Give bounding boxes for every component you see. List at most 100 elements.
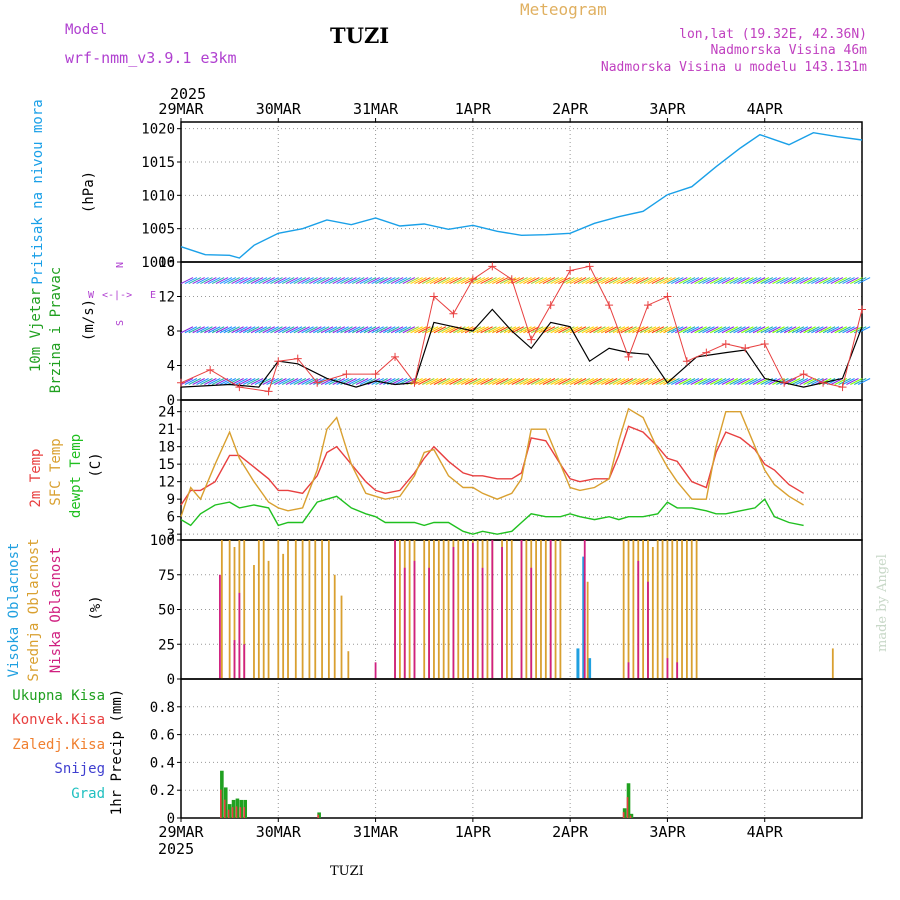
- wind-barb: [538, 377, 552, 385]
- wind-barb: [534, 326, 548, 334]
- wind-barb: [760, 277, 774, 285]
- x-tick-label-top: 30MAR: [256, 100, 302, 118]
- wind-barb: [445, 277, 458, 285]
- wind-barb: [499, 377, 513, 385]
- wind-barb: [643, 277, 657, 285]
- wind-barb: [546, 277, 560, 285]
- wind-barb: [223, 326, 237, 334]
- wind-barb: [285, 277, 299, 285]
- wind-barb: [418, 326, 431, 334]
- wind-barb: [787, 377, 801, 385]
- wind-barb: [281, 277, 295, 285]
- wind-barb: [686, 377, 700, 385]
- x-tick-label-bottom: 1APR: [455, 823, 492, 841]
- wind-barb: [390, 277, 404, 285]
- wind-barb: [795, 377, 809, 385]
- temp-ytick-label: 12: [158, 475, 175, 491]
- wind-barb: [515, 277, 528, 285]
- wind-barb: [628, 277, 641, 285]
- wind-barb: [655, 326, 669, 334]
- temp-line-1: [180, 407, 804, 517]
- precip-legend-4: Grad: [71, 786, 105, 802]
- wind-gust-marker: [566, 266, 575, 275]
- wind-barb: [830, 326, 844, 334]
- wind-barb: [647, 377, 661, 385]
- temp-line-2: [180, 495, 804, 535]
- wind-barb: [527, 377, 540, 385]
- wind-barb: [694, 326, 707, 334]
- wind-gust-marker: [235, 383, 244, 392]
- wind-barb: [200, 377, 213, 385]
- wind-barb: [390, 326, 404, 334]
- wind-barb: [760, 326, 774, 334]
- wind-barb: [752, 277, 766, 285]
- wind-barb: [422, 277, 435, 285]
- wind-barb: [663, 326, 676, 334]
- wind-barb: [643, 377, 657, 385]
- wind-barb: [822, 277, 836, 285]
- precip-bar: [629, 813, 634, 818]
- wind-barb: [729, 277, 742, 285]
- compass-s: S: [115, 320, 126, 326]
- wind-barb: [418, 377, 431, 385]
- cloud-ylabel-3: Niska Oblacnost: [48, 547, 64, 673]
- wind-barb: [507, 326, 521, 334]
- wind-barb: [795, 277, 809, 285]
- wind-barb: [215, 277, 229, 285]
- wind-gust-marker: [663, 292, 672, 301]
- wind-gust-marker: [527, 335, 536, 344]
- wind-barb: [550, 377, 563, 385]
- wind-barb: [733, 377, 746, 385]
- wind-barb: [706, 326, 719, 334]
- wind-barb: [815, 326, 828, 334]
- wind-barb: [246, 277, 260, 285]
- wind-barb: [585, 377, 598, 385]
- wind-barb: [316, 277, 330, 285]
- wind-barb: [550, 326, 563, 334]
- wind-barb: [624, 377, 637, 385]
- wind-barb: [429, 326, 443, 334]
- wind-barb: [799, 377, 812, 385]
- wind-barb: [266, 326, 279, 334]
- precip-legend-0: Ukupna Kisa: [12, 688, 105, 704]
- x-tick-label-top: 2APR: [552, 100, 589, 118]
- wind-barb: [344, 377, 357, 385]
- wind-barb: [476, 277, 489, 285]
- wind-barb: [231, 326, 244, 334]
- wind-barb: [519, 277, 532, 285]
- precip-bar: [243, 799, 248, 818]
- wind-barb: [204, 377, 217, 385]
- wind-barb: [433, 277, 447, 285]
- temp-ytick-label: 6: [167, 510, 175, 526]
- precip-bar: [227, 804, 232, 818]
- wind-barb: [204, 277, 217, 285]
- wind-barb: [612, 277, 626, 285]
- wind-barb: [414, 326, 427, 334]
- wind-barb: [682, 326, 696, 334]
- wind-barb: [313, 377, 326, 385]
- product-title: Meteogram: [520, 0, 607, 19]
- wind-barb: [853, 277, 867, 285]
- wind-barb: [472, 277, 486, 285]
- wind-barb: [776, 277, 789, 285]
- wind-barb: [577, 326, 591, 334]
- wind-barb: [671, 377, 684, 385]
- wind-barb: [620, 326, 633, 334]
- wind-barb: [309, 377, 322, 385]
- wind-barb: [371, 326, 384, 334]
- wind-barb: [850, 377, 863, 385]
- wind-barb: [523, 326, 536, 334]
- wind-barb: [682, 277, 696, 285]
- temp-ylabel-1: 2m Temp: [28, 448, 44, 507]
- wind-barb: [748, 377, 762, 385]
- cloud-ytick-label: 75: [158, 568, 175, 584]
- wind-gust-marker: [585, 262, 594, 271]
- wind-barb: [207, 277, 221, 285]
- wind-gust-marker: [429, 292, 438, 301]
- precip-ylabel: 1hr Precip (mm): [109, 689, 125, 815]
- compass-n: N: [115, 262, 126, 268]
- wind-barb: [764, 277, 777, 285]
- wind-barb: [324, 326, 338, 334]
- wind-barb: [818, 326, 832, 334]
- cloud-ytick-label: 25: [158, 637, 175, 653]
